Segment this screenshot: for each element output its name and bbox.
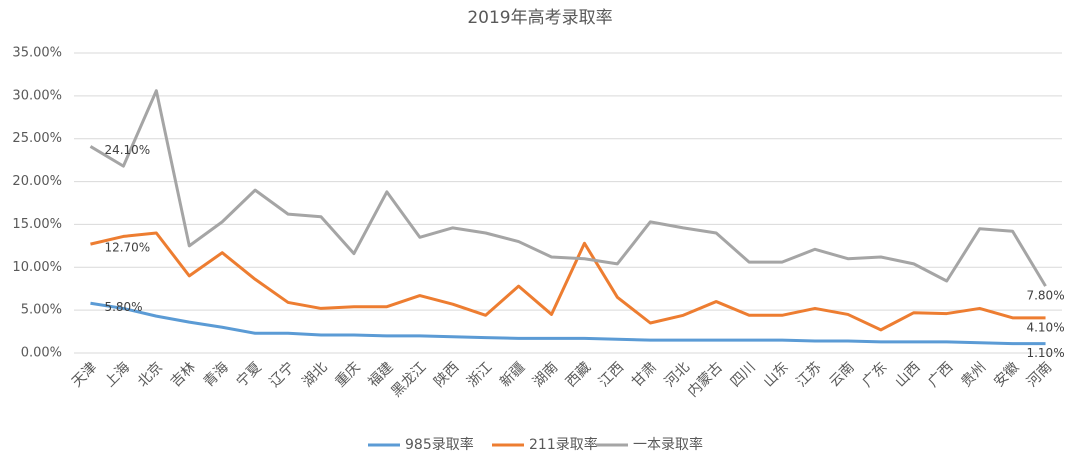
y-tick-label: 15.00%: [12, 217, 62, 232]
x-tick-label: 陕西: [431, 359, 462, 390]
x-tick-label: 西藏: [563, 359, 594, 390]
series-line: [90, 231, 1046, 332]
x-tick-label: 湖南: [530, 359, 561, 390]
data-label: 1.10%: [1026, 346, 1064, 360]
legend-label: 985录取率: [405, 436, 474, 453]
series-line: [90, 301, 1046, 346]
legend-label: 一本录取率: [633, 436, 703, 453]
y-tick-label: 5.00%: [21, 303, 62, 318]
x-tick-label: 广东: [859, 359, 890, 390]
x-tick-label: 湖北: [300, 359, 331, 390]
x-tick-label: 内蒙古: [685, 359, 726, 400]
y-tick-label: 0.00%: [21, 346, 62, 361]
x-tick-label: 吉林: [168, 359, 199, 390]
data-label: 7.80%: [1026, 289, 1064, 303]
x-tick-label: 河南: [1024, 359, 1055, 390]
chart-title: 2019年高考录取率: [467, 8, 612, 28]
legend-label: 211录取率: [529, 436, 598, 453]
y-tick-label: 20.00%: [12, 174, 62, 189]
x-tick-label: 天津: [69, 359, 100, 390]
x-tick-label: 广西: [925, 359, 956, 390]
x-tick-label: 辽宁: [266, 359, 298, 391]
x-tick-label: 黑龙江: [388, 359, 429, 400]
y-tick-label: 30.00%: [12, 88, 62, 103]
x-tick-label: 山东: [761, 359, 792, 390]
x-tick-label: 浙江: [464, 359, 495, 390]
x-tick-label: 上海: [102, 359, 133, 390]
data-label: 5.80%: [104, 300, 142, 314]
y-tick-label: 10.00%: [12, 260, 62, 275]
x-tick-label: 新疆: [497, 359, 528, 390]
y-tick-label: 25.00%: [12, 131, 62, 146]
x-tick-label: 甘肃: [629, 359, 660, 390]
x-tick-label: 青海: [201, 359, 232, 390]
x-tick-label: 云南: [826, 359, 857, 390]
data-label: 12.70%: [104, 241, 150, 255]
data-label: 24.10%: [104, 143, 150, 157]
x-tick-label: 安徽: [991, 359, 1022, 390]
x-tick-label: 北京: [135, 359, 166, 390]
x-tick-label: 宁夏: [233, 359, 265, 391]
series-line: [89, 89, 1047, 287]
x-tick-label: 贵州: [958, 359, 989, 390]
x-tick-label: 四川: [728, 359, 759, 390]
x-tick-label: 江苏: [794, 359, 825, 390]
data-label: 4.10%: [1026, 320, 1064, 334]
x-tick-label: 重庆: [332, 359, 363, 390]
x-tick-label: 山西: [892, 359, 923, 390]
y-tick-label: 35.00%: [12, 46, 62, 61]
x-tick-label: 江西: [596, 359, 627, 390]
